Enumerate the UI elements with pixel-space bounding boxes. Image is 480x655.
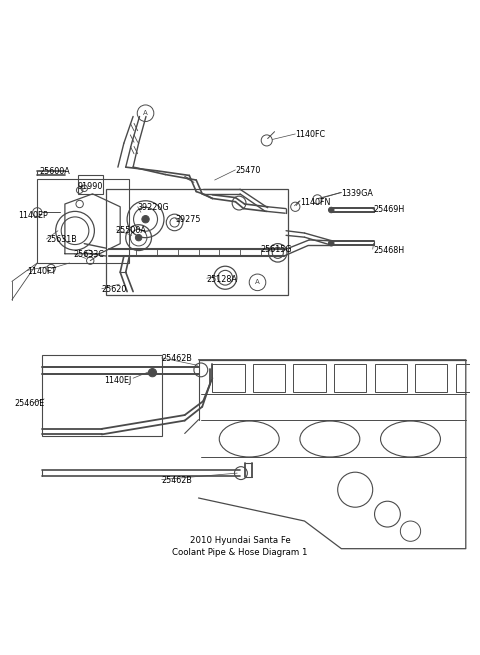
Bar — [293, 364, 326, 392]
Text: 25468H: 25468H — [373, 246, 405, 255]
Text: 91990: 91990 — [78, 182, 103, 191]
Bar — [37, 179, 130, 263]
Bar — [107, 189, 288, 295]
Text: 25633C: 25633C — [73, 250, 104, 259]
Bar — [374, 364, 407, 392]
Text: 25462B: 25462B — [162, 476, 192, 485]
Text: 39220G: 39220G — [138, 203, 169, 212]
Circle shape — [142, 215, 149, 223]
Text: 25600A: 25600A — [39, 167, 70, 176]
Circle shape — [135, 234, 142, 241]
Bar — [42, 355, 162, 436]
Text: A: A — [255, 279, 260, 286]
Text: 25615G: 25615G — [261, 245, 292, 253]
Text: 25620: 25620 — [102, 285, 127, 294]
Text: 1140FC: 1140FC — [295, 130, 325, 140]
Text: 2010 Hyundai Santa Fe
Coolant Pipe & Hose Diagram 1: 2010 Hyundai Santa Fe Coolant Pipe & Hos… — [172, 536, 308, 557]
Text: 1339GA: 1339GA — [341, 189, 373, 198]
Text: A: A — [143, 110, 148, 116]
Bar — [415, 364, 447, 392]
Text: 1140FT: 1140FT — [27, 267, 56, 276]
Circle shape — [328, 207, 334, 213]
Text: 1140EP: 1140EP — [18, 210, 48, 219]
Bar — [456, 364, 480, 392]
Text: 25462B: 25462B — [162, 354, 192, 364]
Text: 39275: 39275 — [176, 215, 201, 224]
Circle shape — [328, 240, 334, 246]
Text: 1140EJ: 1140EJ — [104, 376, 132, 385]
Bar — [212, 364, 245, 392]
Circle shape — [148, 369, 156, 377]
Bar — [78, 176, 103, 194]
Text: 25631B: 25631B — [47, 235, 77, 244]
Bar — [253, 364, 285, 392]
Text: 25460E: 25460E — [14, 399, 45, 408]
Text: 25500A: 25500A — [116, 226, 146, 235]
Text: 25470: 25470 — [235, 166, 261, 176]
Text: 1140FN: 1140FN — [300, 198, 330, 207]
Text: 25128A: 25128A — [207, 274, 238, 284]
Bar — [334, 364, 366, 392]
Text: 25469H: 25469H — [373, 205, 405, 214]
